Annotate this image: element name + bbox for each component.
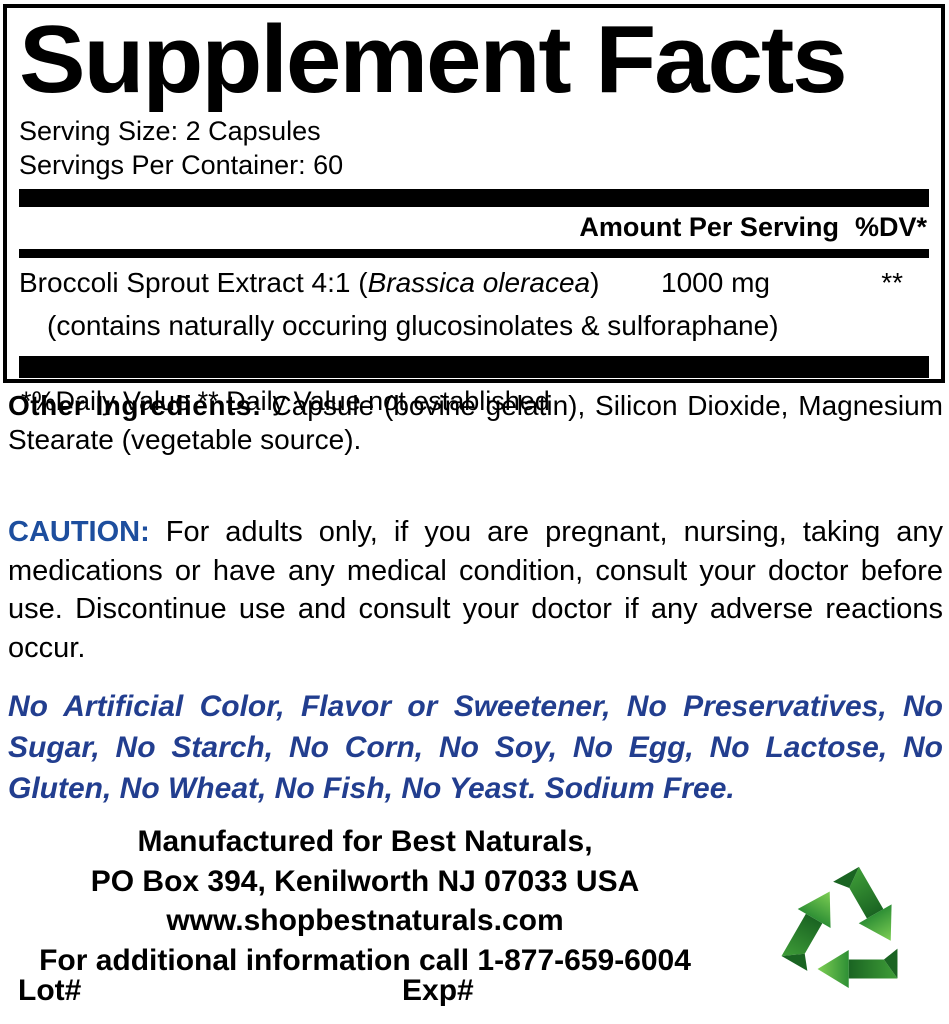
ingredient-amount: 1000 mg	[661, 267, 770, 299]
ingredient-dv: **	[881, 267, 903, 299]
manufacturer-block: Manufactured for Best Naturals, PO Box 3…	[12, 822, 718, 980]
other-ingredients-text: Capsule (bovine gelatin), Silicon Dioxid…	[8, 390, 943, 456]
servings-per-container: Servings Per Container: 60	[19, 150, 344, 181]
phone-line: For additional information call 1-877-65…	[39, 943, 691, 977]
divider-thick-top	[19, 189, 929, 208]
website-line: www.shopbestnaturals.com	[166, 904, 564, 938]
divider-thick-bottom	[19, 356, 929, 379]
manufacturer-line: Manufactured for Best Naturals,	[137, 825, 593, 858]
caution-label: CAUTION:	[8, 516, 150, 548]
recycle-icon	[748, 843, 944, 1011]
divider-medium	[19, 249, 929, 259]
ingredient-name-prefix: Broccoli Sprout Extract 4:1 (	[19, 267, 368, 299]
recycle-symbol-svg	[773, 862, 908, 988]
other-ingredients: Other Ingredients: Capsule (bovine gelat…	[8, 389, 943, 458]
serving-size: Serving Size: 2 Capsules	[19, 116, 321, 146]
free-of-claims: No Artificial Color, Flavor or Sweetener…	[8, 690, 943, 806]
ingredient-sub-note: (contains naturally occuring glucosinola…	[47, 310, 779, 342]
daily-value-footnote: *%Daily Value ** Daily Value not establi…	[21, 386, 550, 417]
serving-info: Serving Size: 2 Capsules Servings Per Co…	[19, 114, 929, 182]
amount-header-label: Amount Per Serving	[579, 212, 839, 243]
ingredient-botanical-name: Brassica oleracea	[367, 267, 591, 299]
ingredient-row: Broccoli Sprout Extract 4:1 (Brassica ol…	[19, 258, 929, 299]
exp-label: Exp#	[402, 974, 474, 1007]
caution-paragraph: CAUTION: For adults only, if you are pre…	[8, 513, 943, 667]
dv-header-label: %DV*	[854, 212, 927, 243]
amount-per-serving-header: Amount Per Serving %DV*	[19, 207, 929, 249]
lot-label: Lot#	[18, 974, 82, 1007]
panel-title: Supplement Facts	[19, 6, 848, 113]
caution-text: For adults only, if you are pregnant, nu…	[8, 516, 943, 664]
supplement-facts-panel: Supplement Facts Serving Size: 2 Capsule…	[3, 4, 945, 416]
other-ingredients-label: Other Ingredients:	[8, 390, 262, 421]
ingredient-name-suffix: )	[590, 267, 600, 299]
lot-exp-row: Lot# Exp#	[12, 974, 718, 1008]
address-line: PO Box 394, Kenilworth NJ 07033 USA	[90, 864, 640, 898]
ingredient-name: Broccoli Sprout Extract 4:1 (Brassica ol…	[19, 267, 647, 299]
